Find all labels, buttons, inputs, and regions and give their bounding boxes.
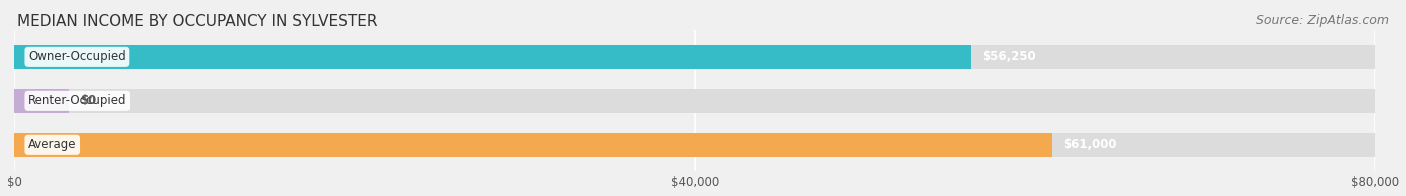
Text: $0: $0 (80, 94, 96, 107)
Text: Owner-Occupied: Owner-Occupied (28, 50, 125, 63)
Text: $61,000: $61,000 (1063, 138, 1116, 151)
Text: Average: Average (28, 138, 76, 151)
Text: Source: ZipAtlas.com: Source: ZipAtlas.com (1256, 14, 1389, 27)
Bar (14, 45, 1375, 69)
Text: MEDIAN INCOME BY OCCUPANCY IN SYLVESTER: MEDIAN INCOME BY OCCUPANCY IN SYLVESTER (17, 14, 377, 29)
Bar (14, 89, 1375, 113)
Text: $56,250: $56,250 (981, 50, 1036, 63)
Text: Renter-Occupied: Renter-Occupied (28, 94, 127, 107)
Bar (14, 133, 1052, 157)
Bar (14, 89, 69, 113)
Bar (14, 133, 1375, 157)
Bar (14, 45, 972, 69)
